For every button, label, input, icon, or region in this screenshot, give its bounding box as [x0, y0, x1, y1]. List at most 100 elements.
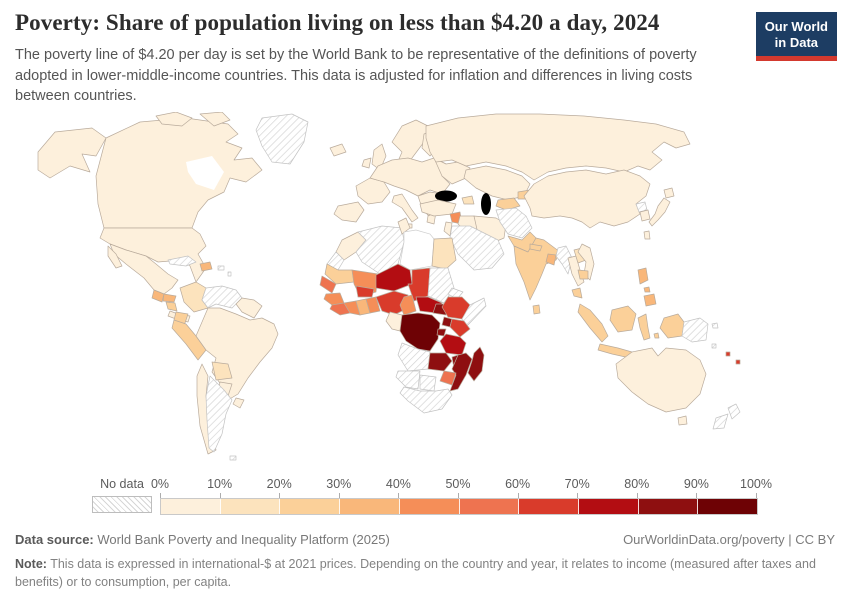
country-sudan[interactable]: [427, 267, 455, 304]
country-kenya[interactable]: [449, 318, 471, 338]
country-lesser-antilles[interactable]: [227, 271, 232, 277]
country-zimbabwe[interactable]: [439, 370, 457, 386]
country-png-islands[interactable]: [711, 322, 719, 329]
country-arctic-islands[interactable]: [155, 112, 193, 127]
country-namibia[interactable]: [395, 370, 421, 390]
country-central-europe[interactable]: [369, 157, 451, 197]
country-somalia[interactable]: [461, 297, 487, 328]
country-italy[interactable]: [391, 193, 419, 223]
country-alaska[interactable]: [37, 127, 107, 179]
country-myanmar[interactable]: [555, 245, 573, 275]
country-greenland[interactable]: [255, 113, 309, 165]
country-cambodia[interactable]: [577, 269, 589, 280]
legend-bin-0[interactable]: [161, 499, 221, 514]
country-philippines-visayas[interactable]: [643, 286, 651, 293]
legend-bin-7[interactable]: [578, 499, 639, 514]
black-sea: [435, 190, 457, 202]
country-sierraleone-liberia[interactable]: [329, 302, 351, 316]
country-tasmania[interactable]: [677, 415, 688, 426]
country-philippines-mindanao[interactable]: [643, 293, 657, 307]
country-solomon-islands[interactable]: [711, 343, 717, 349]
country-indonesia-sulawesi[interactable]: [637, 313, 651, 341]
chart-footer: Data source: World Bank Poverty and Ineq…: [15, 532, 835, 591]
country-honduras[interactable]: [162, 293, 177, 303]
country-nicaragua[interactable]: [165, 301, 178, 312]
country-madagascar[interactable]: [467, 346, 485, 382]
country-argentina[interactable]: [205, 375, 233, 453]
country-iberia[interactable]: [333, 201, 365, 223]
country-russia[interactable]: [425, 113, 691, 181]
country-rwanda-burundi[interactable]: [436, 328, 447, 337]
country-new-zealand-north[interactable]: [727, 403, 741, 420]
country-togo-benin[interactable]: [365, 296, 381, 314]
country-tanzania[interactable]: [439, 333, 467, 356]
country-moluccas[interactable]: [653, 332, 660, 339]
legend-bin-6[interactable]: [519, 499, 579, 514]
country-venezuela[interactable]: [201, 285, 243, 309]
country-papua-new-guinea[interactable]: [681, 317, 709, 343]
legend-bin-2[interactable]: [280, 499, 341, 514]
country-guatemala[interactable]: [151, 289, 165, 303]
country-canada[interactable]: [95, 117, 263, 229]
country-iceland[interactable]: [329, 143, 347, 157]
country-caucasus[interactable]: [461, 195, 475, 205]
legend-bin-4[interactable]: [399, 499, 460, 514]
country-uk[interactable]: [371, 143, 387, 171]
rights-link[interactable]: OurWorldinData.org/poverty | CC BY: [623, 532, 835, 547]
country-vanuatu[interactable]: [725, 351, 731, 357]
country-mexico[interactable]: [109, 243, 179, 295]
country-saudi-arabia[interactable]: [449, 225, 505, 271]
country-indonesia-papua[interactable]: [659, 313, 685, 339]
country-libya[interactable]: [399, 229, 435, 271]
country-gabon-congo[interactable]: [385, 311, 403, 332]
legend-bin-5[interactable]: [459, 499, 520, 514]
country-china[interactable]: [523, 169, 651, 229]
legend-bin-9[interactable]: [698, 499, 758, 514]
note-label: Note:: [15, 557, 47, 571]
legend-bin-8[interactable]: [638, 499, 699, 514]
country-nepal[interactable]: [529, 243, 543, 252]
country-bolivia[interactable]: [211, 361, 233, 381]
country-arctic-islands2[interactable]: [199, 112, 231, 127]
country-dr-congo[interactable]: [399, 312, 441, 352]
country-cuba[interactable]: [167, 255, 197, 267]
country-sri-lanka[interactable]: [532, 304, 541, 315]
country-malaysia[interactable]: [571, 287, 583, 299]
country-tunisia[interactable]: [397, 217, 411, 235]
country-south-korea[interactable]: [639, 209, 651, 222]
country-puerto-rico[interactable]: [217, 265, 225, 271]
country-mozambique[interactable]: [449, 352, 473, 392]
country-fiji[interactable]: [735, 359, 741, 365]
country-australia[interactable]: [615, 347, 707, 413]
country-new-zealand-south[interactable]: [712, 413, 729, 430]
country-indonesia-borneo[interactable]: [609, 305, 637, 333]
country-egypt[interactable]: [431, 237, 457, 270]
legend-tick-label: 100%: [740, 477, 772, 491]
country-ireland[interactable]: [361, 157, 372, 169]
country-afghanistan-turkmenistan[interactable]: [495, 207, 533, 239]
country-hispaniola[interactable]: [199, 261, 213, 272]
country-cameroon[interactable]: [399, 294, 417, 316]
country-south-africa[interactable]: [399, 386, 453, 414]
legend-bin-1[interactable]: [220, 499, 281, 514]
country-mexico-baja[interactable]: [107, 245, 123, 269]
country-senegal[interactable]: [319, 275, 337, 294]
legend-tick-mark: [398, 493, 400, 499]
country-falklands[interactable]: [229, 455, 237, 461]
country-philippines-luzon[interactable]: [637, 267, 649, 285]
country-guianas[interactable]: [235, 297, 263, 319]
country-burkina-faso[interactable]: [355, 285, 375, 298]
legend-no-data-swatch[interactable]: [92, 496, 152, 513]
country-taiwan[interactable]: [643, 230, 651, 240]
legend-bin-3[interactable]: [340, 499, 400, 514]
country-indonesia-sumatra[interactable]: [577, 303, 609, 343]
country-japan[interactable]: [648, 197, 671, 227]
country-zambia[interactable]: [427, 352, 453, 372]
country-bangladesh[interactable]: [545, 253, 557, 266]
country-japan-hokkaido[interactable]: [663, 187, 675, 199]
owid-logo[interactable]: Our World in Data: [755, 12, 837, 62]
legend-tick-mark: [756, 493, 757, 499]
country-peru[interactable]: [171, 319, 207, 361]
country-uruguay[interactable]: [232, 397, 245, 409]
country-botswana[interactable]: [419, 374, 437, 392]
